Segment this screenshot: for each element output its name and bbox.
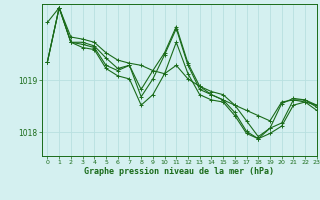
X-axis label: Graphe pression niveau de la mer (hPa): Graphe pression niveau de la mer (hPa) — [84, 167, 274, 176]
